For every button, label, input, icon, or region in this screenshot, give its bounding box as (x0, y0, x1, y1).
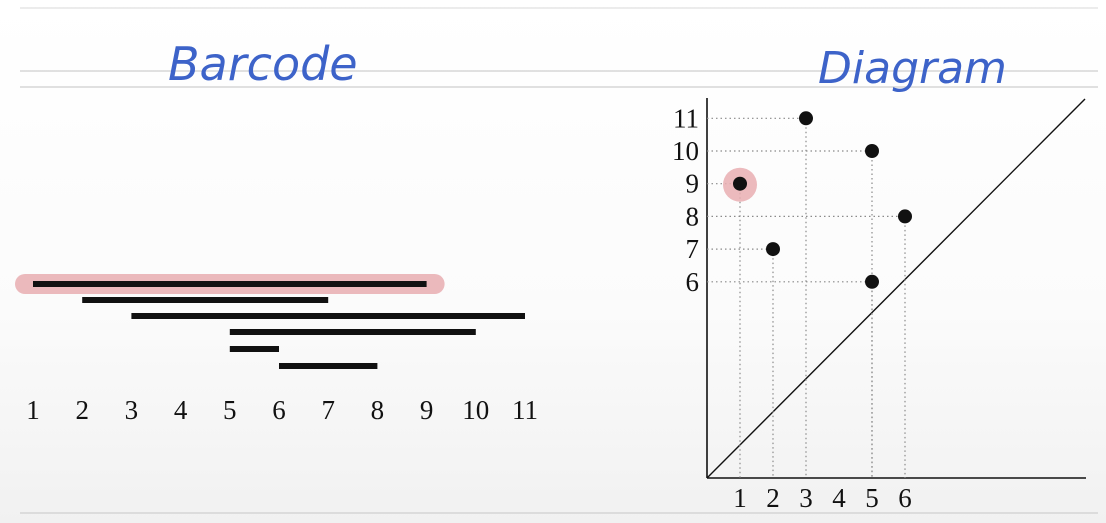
notebook-rules (20, 7, 1098, 514)
barcode-tick-label: 7 (321, 395, 335, 425)
x-tick-label: 2 (766, 483, 780, 513)
x-tick-label: 5 (865, 483, 879, 513)
barcode-tick-label: 2 (75, 395, 89, 425)
diagram-heading: Diagram (818, 43, 1007, 94)
data-point (799, 111, 813, 126)
barcode-tick-label: 6 (272, 395, 286, 425)
barcode-tick-label: 3 (125, 395, 139, 425)
data-point (865, 274, 879, 289)
barcode-tick-label: 10 (462, 395, 489, 425)
barcode-tick-label: 1 (26, 395, 40, 425)
data-point (766, 242, 780, 257)
data-point (733, 176, 747, 191)
x-tick-label: 1 (733, 483, 747, 513)
x-tick-label: 6 (898, 483, 912, 513)
y-tick-label: 10 (672, 136, 699, 166)
y-tick-label: 9 (686, 169, 700, 199)
y-tick-label: 8 (686, 201, 700, 231)
barcode-tick-label: 5 (223, 395, 237, 425)
barcode-tick-label: 11 (512, 395, 538, 425)
data-point (865, 144, 879, 158)
diagonal-line (706, 98, 1086, 479)
x-tick-label: 3 (799, 483, 813, 513)
y-tick-label: 7 (686, 234, 700, 264)
x-tick-label: 4 (832, 483, 846, 513)
barcode-tick-label: 9 (420, 395, 434, 425)
barcode-tick-label: 4 (174, 395, 188, 425)
barcode-heading: Barcode (168, 37, 358, 91)
barcode-tick-label: 8 (371, 395, 385, 425)
y-tick-label: 11 (673, 103, 699, 133)
barcode-chart: 1 2 3 4 5 6 7 8 9 10 11 (15, 274, 538, 425)
data-point (898, 209, 912, 224)
y-tick-label: 6 (686, 267, 700, 297)
